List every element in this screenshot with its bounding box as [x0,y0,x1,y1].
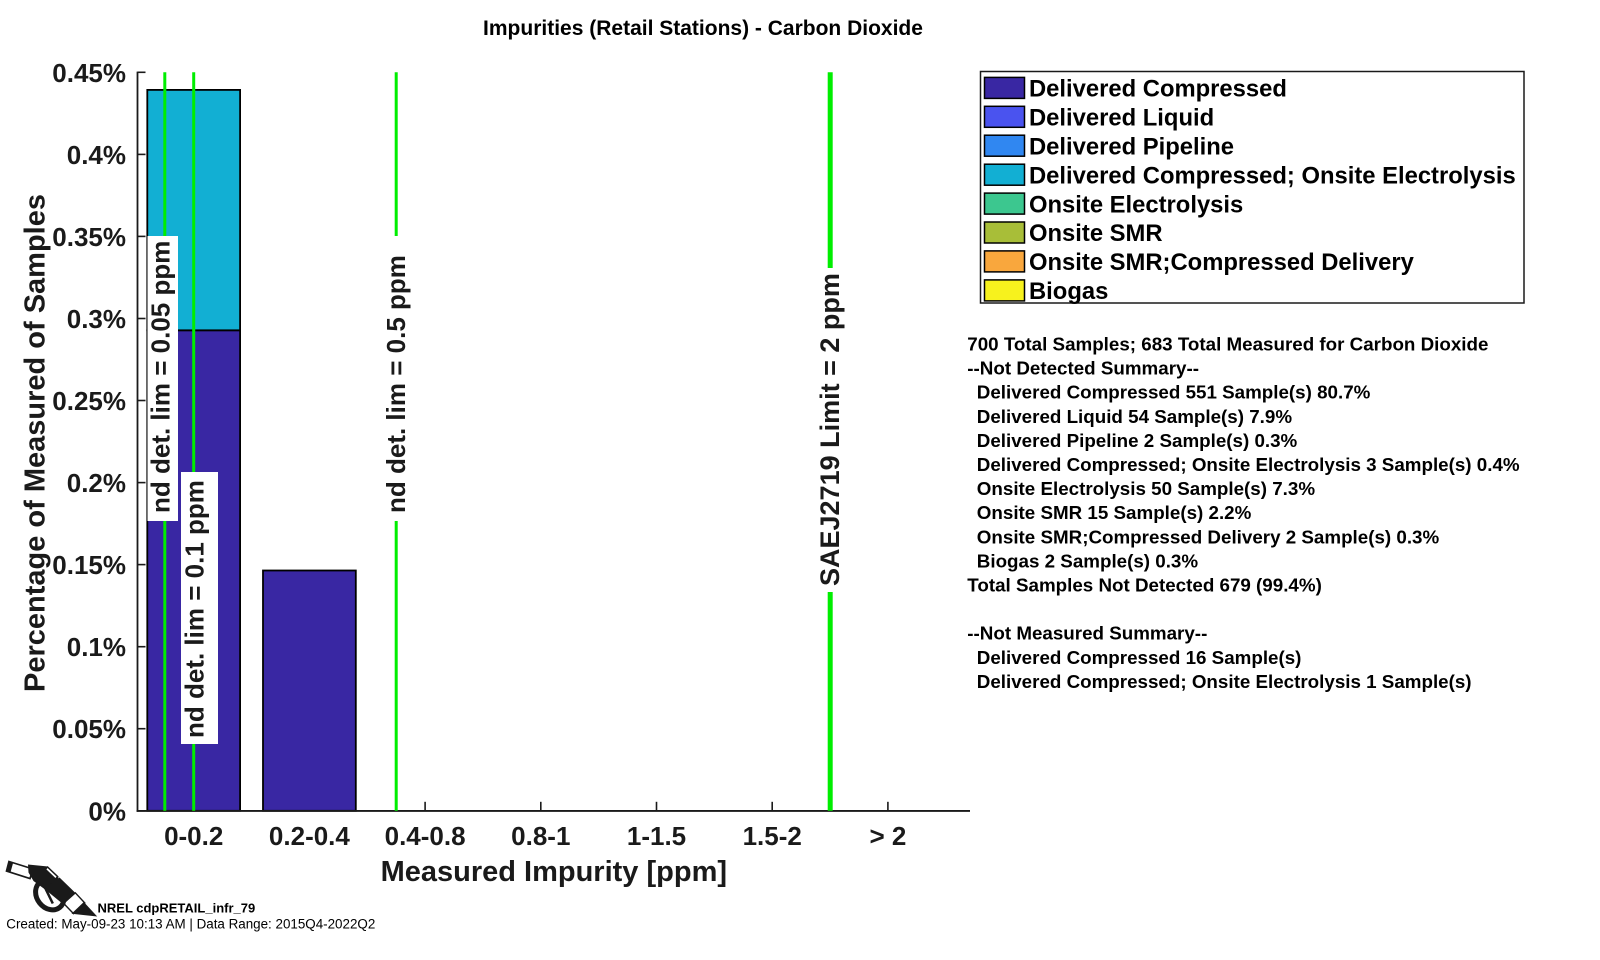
svg-text:Delivered Compressed; Onsite E: Delivered Compressed; Onsite Electrolysi… [1029,162,1516,189]
svg-text:Measured Impurity [ppm]: Measured Impurity [ppm] [381,856,727,888]
svg-text:Percentage of Measured of Samp: Percentage of Measured of Samples [20,194,52,692]
svg-text:0.45%: 0.45% [52,58,126,88]
svg-text:Delivered Pipeline: Delivered Pipeline [1029,133,1234,160]
svg-text:Delivered Compressed; Onsite E: Delivered Compressed; Onsite Electrolysi… [977,671,1472,692]
svg-text:Impurities (Retail Stations) -: Impurities (Retail Stations) - Carbon Di… [483,17,923,40]
svg-text:--Not Detected Summary--: --Not Detected Summary-- [967,358,1199,379]
svg-text:Delivered Compressed 551 Sampl: Delivered Compressed 551 Sample(s) 80.7% [977,382,1371,403]
svg-text:Onsite Electrolysis: Onsite Electrolysis [1029,191,1243,218]
svg-text:0.4-0.8: 0.4-0.8 [385,821,466,851]
svg-text:Biogas: Biogas [1029,278,1108,305]
svg-text:0.4%: 0.4% [67,140,126,170]
svg-text:Delivered Compressed: Delivered Compressed [1029,76,1287,103]
svg-text:0-0.2: 0-0.2 [164,821,223,851]
svg-text:0.1%: 0.1% [67,632,126,662]
svg-text:0%: 0% [88,796,126,826]
svg-text:Onsite SMR 15 Sample(s) 2.2%: Onsite SMR 15 Sample(s) 2.2% [977,502,1252,523]
svg-text:SAEJ2719 Limit = 2 ppm: SAEJ2719 Limit = 2 ppm [815,273,845,586]
svg-text:0.25%: 0.25% [52,386,126,416]
svg-text:Total Samples Not Detected 679: Total Samples Not Detected 679 (99.4%) [967,575,1322,596]
svg-text:Onsite SMR: Onsite SMR [1029,220,1163,247]
svg-text:NREL cdpRETAIL_infr_79: NREL cdpRETAIL_infr_79 [98,900,256,915]
svg-text:Onsite Electrolysis 50 Sample(: Onsite Electrolysis 50 Sample(s) 7.3% [977,478,1316,499]
svg-text:nd det. lim = 0.5 ppm: nd det. lim = 0.5 ppm [381,255,411,513]
svg-text:0.2%: 0.2% [67,468,126,498]
svg-text:Onsite SMR;Compressed Delivery: Onsite SMR;Compressed Delivery 2 Sample(… [977,526,1440,547]
svg-text:700 Total Samples; 683 Total M: 700 Total Samples; 683 Total Measured fo… [967,334,1488,355]
svg-text:nd det. lim = 0.05 ppm: nd det. lim = 0.05 ppm [146,241,176,513]
svg-text:Delivered Compressed 16 Sample: Delivered Compressed 16 Sample(s) [977,647,1302,668]
svg-text:Delivered Liquid: Delivered Liquid [1029,105,1214,132]
svg-text:0.2-0.4: 0.2-0.4 [269,821,350,851]
svg-text:0.8-1: 0.8-1 [511,821,570,851]
svg-text:0.15%: 0.15% [52,550,126,580]
svg-text:Delivered Liquid 54 Sample(s): Delivered Liquid 54 Sample(s) 7.9% [977,406,1293,427]
svg-text:Created: May-09-23 10:13 AM |: Created: May-09-23 10:13 AM | Data Range… [6,916,375,931]
svg-text:Delivered Compressed; Onsite E: Delivered Compressed; Onsite Electrolysi… [977,454,1520,475]
svg-text:nd det. lim = 0.1 ppm: nd det. lim = 0.1 ppm [180,480,210,738]
svg-text:Onsite SMR;Compressed Delivery: Onsite SMR;Compressed Delivery [1029,249,1415,276]
svg-text:1-1.5: 1-1.5 [627,821,686,851]
svg-text:--Not Measured Summary--: --Not Measured Summary-- [967,623,1207,644]
svg-text:0.35%: 0.35% [52,222,126,252]
svg-text:Delivered Pipeline 2 Sample(s): Delivered Pipeline 2 Sample(s) 0.3% [977,430,1298,451]
svg-text:0.05%: 0.05% [52,714,126,744]
svg-text:0.3%: 0.3% [67,304,126,334]
svg-text:1.5-2: 1.5-2 [743,821,802,851]
svg-text:Biogas 2 Sample(s) 0.3%: Biogas 2 Sample(s) 0.3% [977,550,1199,571]
svg-text:> 2: > 2 [869,821,906,851]
